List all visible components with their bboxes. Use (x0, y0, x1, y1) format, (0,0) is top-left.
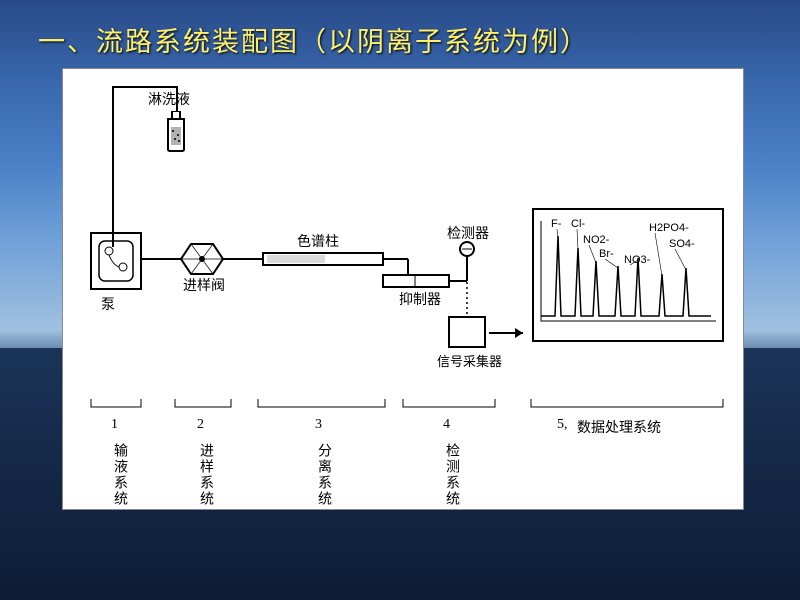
svg-text:Br-: Br- (599, 248, 614, 260)
chromatogram: F- Cl- NO2- Br- NO3- H2PO4- SO4- (536, 211, 721, 339)
label-column: 色谱柱 (297, 231, 339, 251)
label-injector: 进样阀 (183, 275, 225, 295)
section-name-3: 分离系统 (313, 443, 333, 507)
svg-text:F-: F- (551, 218, 562, 230)
section-num-2: 2 (197, 417, 204, 433)
page-title: 一、流路系统装配图（以阴离子系统为例） (38, 20, 589, 59)
label-detector: 检测器 (447, 223, 489, 243)
slide: 一、流路系统装配图（以阴离子系统为例） 淋洗液 (0, 0, 800, 600)
label-suppressor: 抑制器 (399, 289, 441, 309)
svg-text:SO4-: SO4- (669, 238, 695, 250)
section-name-1: 输液系统 (109, 443, 129, 507)
svg-text:NO2-: NO2- (583, 234, 610, 246)
svg-text:Cl-: Cl- (571, 218, 585, 230)
section-num-5: 5, (557, 417, 568, 433)
section-name-2: 进样系统 (195, 443, 215, 507)
section-name-4: 检测系统 (441, 443, 461, 507)
diagram-panel: 淋洗液 (62, 68, 744, 510)
section-name-5: 数据处理系统 (577, 417, 661, 437)
section-num-1: 1 (111, 417, 118, 433)
section-num-3: 3 (315, 417, 322, 433)
svg-text:NO3-: NO3- (624, 254, 651, 266)
label-signal-collector: 信号采集器 (437, 351, 502, 370)
section-num-4: 4 (443, 417, 450, 433)
svg-text:H2PO4-: H2PO4- (649, 222, 689, 234)
label-pump: 泵 (101, 294, 115, 314)
